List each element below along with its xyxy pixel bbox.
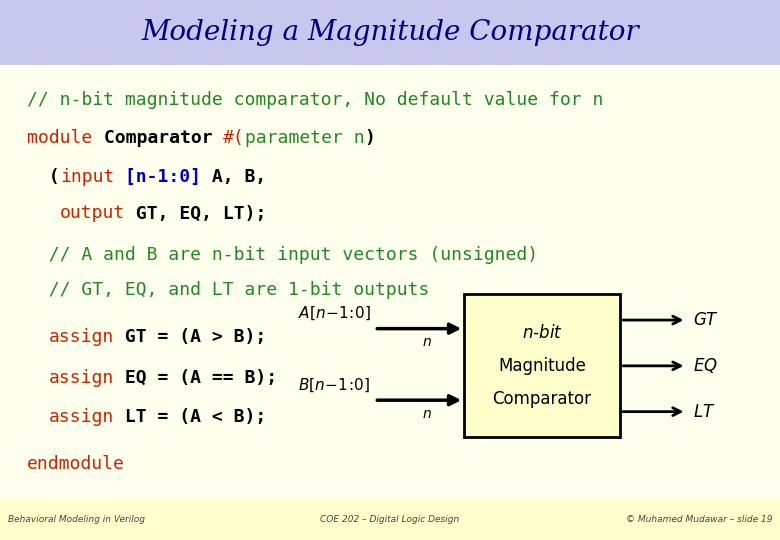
Text: assign: assign — [49, 328, 115, 347]
Text: endmodule: endmodule — [27, 455, 125, 474]
Bar — [464, 294, 620, 437]
Text: A, B,: A, B, — [201, 168, 267, 186]
Text: $EQ$: $EQ$ — [693, 356, 718, 375]
Text: $A[n\!-\!1\!:\!0]$: $A[n\!-\!1\!:\!0]$ — [298, 305, 370, 322]
Text: $n$-bit: $n$-bit — [522, 324, 562, 342]
Text: Behavioral Modeling in Verilog: Behavioral Modeling in Verilog — [8, 515, 145, 524]
Text: ): ) — [364, 129, 375, 147]
Text: $LT$: $LT$ — [693, 403, 715, 421]
Text: // n-bit magnitude comparator, No default value for n: // n-bit magnitude comparator, No defaul… — [27, 91, 604, 109]
Text: module: module — [27, 129, 93, 147]
Text: #(: #( — [223, 129, 245, 147]
Text: $B[n\!-\!1\!:\!0]$: $B[n\!-\!1\!:\!0]$ — [299, 376, 370, 394]
Text: output: output — [60, 204, 125, 222]
Bar — [0, 0, 780, 65]
Text: GT, EQ, LT);: GT, EQ, LT); — [125, 204, 267, 222]
Text: $n$: $n$ — [422, 407, 432, 421]
Text: Comparator: Comparator — [493, 390, 591, 408]
Text: Magnitude: Magnitude — [498, 357, 586, 375]
Text: assign: assign — [49, 369, 115, 387]
Text: Modeling a Magnitude Comparator: Modeling a Magnitude Comparator — [141, 19, 639, 46]
Text: [n-1:0]: [n-1:0] — [115, 168, 201, 186]
Text: © Muhamed Mudawar – slide 19: © Muhamed Mudawar – slide 19 — [626, 515, 772, 524]
Text: EQ = (A == B);: EQ = (A == B); — [115, 369, 278, 387]
Text: parameter n: parameter n — [245, 129, 364, 147]
Text: $n$: $n$ — [422, 335, 432, 349]
Text: $GT$: $GT$ — [693, 311, 718, 329]
Text: LT = (A < B);: LT = (A < B); — [115, 408, 267, 426]
Text: COE 202 – Digital Logic Design: COE 202 – Digital Logic Design — [321, 515, 459, 524]
Text: input: input — [60, 168, 115, 186]
Text: // A and B are n-bit input vectors (unsigned): // A and B are n-bit input vectors (unsi… — [27, 246, 538, 264]
Text: GT = (A > B);: GT = (A > B); — [115, 328, 267, 347]
Text: (: ( — [27, 168, 60, 186]
Text: // GT, EQ, and LT are 1-bit outputs: // GT, EQ, and LT are 1-bit outputs — [27, 281, 430, 299]
Text: assign: assign — [49, 408, 115, 426]
Bar — [0, 500, 780, 540]
Text: Comparator: Comparator — [93, 129, 223, 147]
